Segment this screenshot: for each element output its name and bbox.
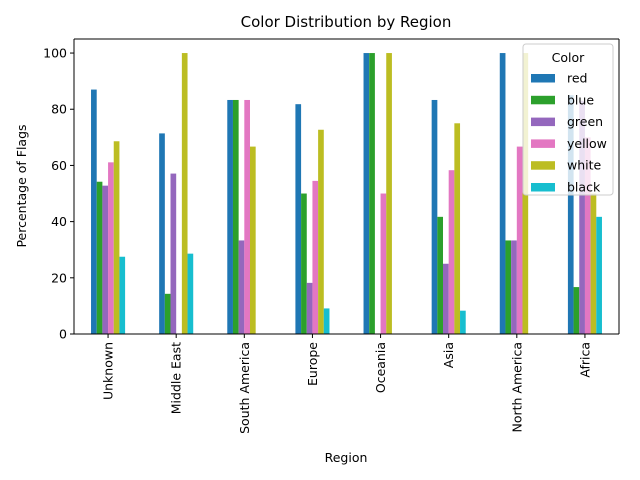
- bar-blue-3: [301, 193, 307, 334]
- bar-yellow-6: [516, 146, 523, 334]
- legend-title: Color: [552, 50, 585, 65]
- y-axis: 0 20 40 60 80 100: [43, 46, 74, 342]
- bar-yellow-0: [108, 162, 114, 334]
- bar-yellow-4: [380, 193, 387, 334]
- bar-green-7: [579, 100, 585, 334]
- bar-black-3: [323, 308, 330, 334]
- bar-black-0: [119, 256, 126, 334]
- bar-green-3: [306, 282, 313, 334]
- bar-white-5: [454, 123, 461, 334]
- x-axis-label: Region: [325, 450, 368, 465]
- bar-white-4: [386, 53, 392, 335]
- bar-black-7: [596, 216, 602, 334]
- chart-title: Color Distribution by Region: [241, 13, 452, 31]
- x-tick-label: North America: [509, 342, 524, 433]
- bar-blue-4: [369, 53, 375, 335]
- legend-label-yellow: yellow: [567, 136, 607, 151]
- bar-red-2: [227, 99, 233, 334]
- legend-swatch-red: [531, 74, 555, 83]
- y-tick-label: 0: [59, 327, 67, 342]
- x-tick-label: Asia: [441, 342, 456, 368]
- bar-yellow-2: [244, 99, 250, 334]
- bar-red-0: [91, 89, 97, 334]
- bar-green-2: [238, 240, 245, 334]
- legend-label-green: green: [567, 114, 603, 129]
- bar-black-1: [187, 253, 194, 334]
- legend-label-blue: blue: [567, 92, 594, 107]
- bar-white-3: [318, 129, 324, 334]
- legend-swatch-blue: [531, 95, 555, 105]
- bar-red-7: [567, 95, 574, 334]
- bar-blue-7: [573, 287, 580, 334]
- y-axis-label: Percentage of Flags: [14, 124, 29, 247]
- x-tick-label: Oceania: [373, 342, 388, 393]
- y-tick-label: 20: [51, 270, 67, 285]
- bar-green-1: [170, 173, 177, 334]
- legend: Color red blue green yellow white black: [522, 43, 614, 196]
- bar-blue-0: [96, 181, 103, 334]
- x-tick-label: Middle East: [169, 342, 184, 414]
- x-tick-label: Africa: [577, 342, 592, 378]
- bar-white-1: [181, 53, 188, 335]
- bar-white-2: [249, 146, 256, 334]
- bar-green-0: [102, 185, 109, 334]
- bar-white-7: [590, 193, 597, 334]
- legend-label-black: black: [567, 180, 601, 195]
- bar-blue-6: [505, 240, 512, 334]
- legend-swatch-green: [531, 117, 555, 127]
- bar-red-4: [363, 53, 370, 335]
- legend-swatch-white: [531, 161, 555, 170]
- bar-black-5: [460, 310, 466, 334]
- bar-blue-5: [437, 216, 444, 334]
- legend-swatch-yellow: [531, 139, 555, 148]
- x-axis: Unknown Middle East South America Europe Oce…: [101, 334, 592, 434]
- bar-yellow-5: [448, 170, 455, 334]
- bar-blue-1: [164, 293, 171, 334]
- bar-red-1: [159, 133, 165, 334]
- y-tick-label: 60: [51, 158, 67, 173]
- bar-blue-2: [232, 99, 239, 334]
- bars-group: [91, 53, 602, 335]
- bar-green-6: [511, 240, 517, 334]
- bar-red-6: [499, 53, 506, 335]
- bar-yellow-7: [584, 137, 591, 334]
- x-tick-label: Europe: [305, 342, 320, 386]
- bar-green-5: [443, 263, 449, 334]
- bar-white-0: [113, 141, 120, 334]
- legend-swatch-black: [531, 183, 555, 192]
- bar-red-5: [431, 99, 438, 334]
- y-tick-label: 40: [51, 214, 67, 229]
- legend-label-white: white: [567, 158, 602, 173]
- legend-label-red: red: [567, 71, 588, 86]
- y-tick-label: 80: [51, 102, 67, 117]
- x-tick-label: Unknown: [101, 342, 116, 400]
- y-tick-label: 100: [43, 46, 67, 61]
- x-tick-label: South America: [237, 342, 252, 434]
- bar-yellow-3: [312, 180, 319, 334]
- bar-red-3: [295, 104, 302, 335]
